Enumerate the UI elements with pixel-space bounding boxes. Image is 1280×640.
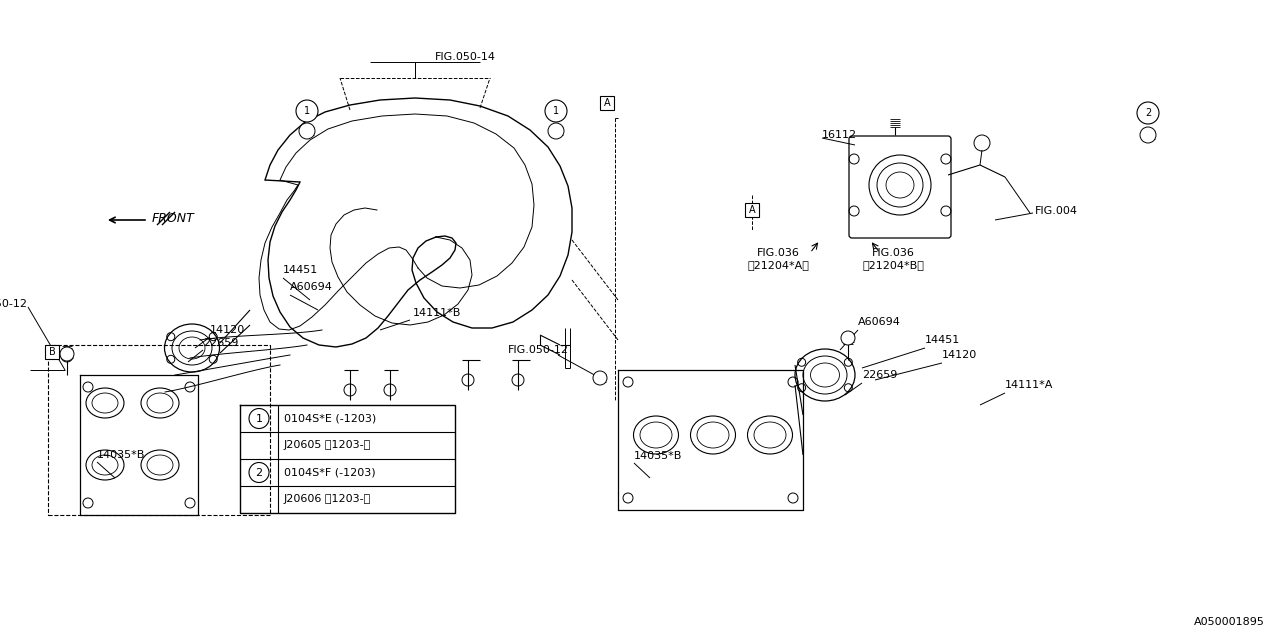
Text: 14035*B: 14035*B [97, 450, 146, 460]
Text: A60694: A60694 [858, 317, 901, 327]
Text: FIG.050-12: FIG.050-12 [0, 299, 28, 309]
Circle shape [548, 123, 564, 139]
Circle shape [300, 123, 315, 139]
Text: A: A [604, 98, 611, 108]
Text: FIG.004: FIG.004 [1036, 206, 1078, 216]
Text: FIG.036: FIG.036 [872, 248, 914, 258]
Text: 22659: 22659 [204, 338, 238, 348]
Text: 1: 1 [303, 106, 310, 116]
Text: B: B [49, 347, 55, 357]
Circle shape [1140, 127, 1156, 143]
Text: 14120: 14120 [210, 325, 246, 335]
Circle shape [250, 463, 269, 483]
Circle shape [593, 371, 607, 385]
Text: FIG.050-14: FIG.050-14 [435, 52, 497, 62]
Text: 22659: 22659 [861, 370, 897, 380]
Text: 1: 1 [553, 106, 559, 116]
Text: 2: 2 [256, 467, 262, 477]
Text: A: A [749, 205, 755, 215]
Circle shape [841, 331, 855, 345]
Text: ㈒21204*A〉: ㈒21204*A〉 [748, 260, 809, 270]
Text: FIG.050-12: FIG.050-12 [508, 345, 570, 355]
Text: 14111*A: 14111*A [1005, 380, 1053, 390]
Circle shape [1137, 102, 1158, 124]
Text: 14451: 14451 [925, 335, 960, 345]
Bar [600, 96, 614, 110]
Text: 1: 1 [256, 413, 262, 424]
Text: 14111*B: 14111*B [413, 308, 461, 318]
Circle shape [60, 347, 74, 361]
Text: 14451: 14451 [283, 265, 319, 275]
Bar [49, 345, 270, 515]
Text: J20606 ㄠ1203-〉: J20606 ㄠ1203-〉 [284, 495, 371, 504]
Text: 14035*B: 14035*B [634, 451, 682, 461]
Text: 0104S*E (-1203): 0104S*E (-1203) [284, 413, 376, 424]
Text: 2: 2 [1144, 108, 1151, 118]
Circle shape [296, 100, 317, 122]
Text: 0104S*F (-1203): 0104S*F (-1203) [284, 467, 375, 477]
Circle shape [545, 100, 567, 122]
Circle shape [250, 408, 269, 429]
Text: 16112: 16112 [822, 130, 858, 140]
Text: FIG.036: FIG.036 [756, 248, 800, 258]
Text: J20605 ㄠ1203-〉: J20605 ㄠ1203-〉 [284, 440, 371, 451]
Text: A60694: A60694 [291, 282, 333, 292]
Text: FRONT: FRONT [152, 211, 195, 225]
Bar [745, 203, 759, 217]
Text: 14120: 14120 [942, 350, 977, 360]
Text: A050001895: A050001895 [1194, 617, 1265, 627]
Text: ㈒21204*B〉: ㈒21204*B〉 [861, 260, 924, 270]
Bar [45, 345, 59, 359]
